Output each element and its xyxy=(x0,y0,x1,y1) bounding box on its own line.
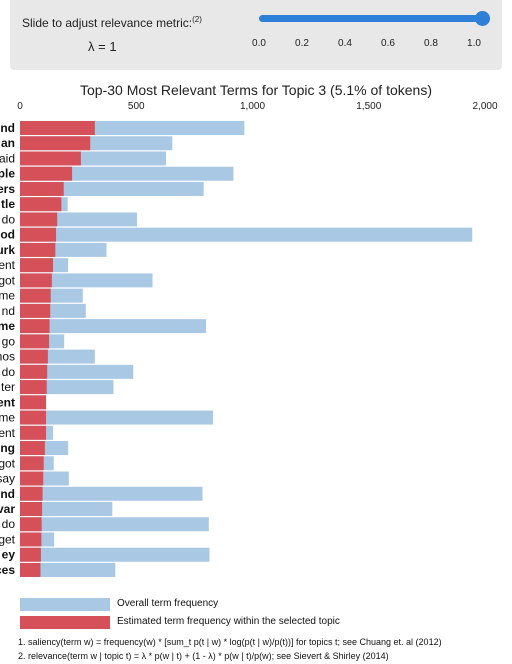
term-label: do xyxy=(2,212,16,226)
bar-topic-frequency xyxy=(20,502,43,516)
bar-topic-frequency xyxy=(20,212,58,227)
term-label: ng xyxy=(0,441,15,455)
bar-overall-frequency xyxy=(20,502,113,516)
footnote-saliency: 1. saliency(term w) = frequency(w) * [su… xyxy=(18,637,442,647)
bar-topic-frequency xyxy=(20,486,43,501)
slider-tick-label: 0.8 xyxy=(424,38,438,49)
bar-overall-frequency xyxy=(20,547,210,562)
bar-topic-frequency xyxy=(20,181,64,196)
term-label: ers xyxy=(0,182,15,196)
bar-topic-frequency xyxy=(20,166,73,181)
bar-topic-frequency xyxy=(20,288,51,303)
legend-label-topic: Estimated term frequency within the sele… xyxy=(117,616,340,627)
term-label: do xyxy=(2,365,16,379)
bar-overall-frequency xyxy=(20,319,206,334)
term-label: od xyxy=(0,228,15,242)
term-label: nd xyxy=(2,304,15,318)
bar-topic-frequency xyxy=(20,425,47,440)
term-label: me xyxy=(0,411,15,425)
term-label: nd xyxy=(0,121,15,135)
relevance-control-panel: Slide to adjust relevance metric:(2) λ =… xyxy=(10,0,502,70)
slider-tick-label: 0.6 xyxy=(381,38,395,49)
relevant-terms-bar-chart: 05001,0001,5002,000ndanaidpleerstledoodu… xyxy=(0,101,498,577)
lambda-slider-ticks: 0.0 0.2 0.4 0.6 0.8 1.0 xyxy=(10,38,502,54)
x-tick-label: 2,000 xyxy=(472,101,497,112)
x-tick-label: 1,000 xyxy=(240,101,265,112)
footnote-relevance: 2. relevance(term w | topic t) = λ * p(w… xyxy=(18,651,389,661)
bar-topic-frequency xyxy=(20,364,48,379)
bar-overall-frequency xyxy=(20,562,116,577)
lambda-slider-thumb[interactable] xyxy=(475,11,490,26)
x-tick-label: 1,500 xyxy=(356,101,381,112)
legend-label-overall: Overall term frequency xyxy=(117,598,219,609)
bar-topic-frequency xyxy=(20,517,42,532)
bar-topic-frequency xyxy=(20,136,91,151)
bar-overall-frequency xyxy=(20,517,209,532)
bar-topic-frequency xyxy=(20,380,47,395)
bar-topic-frequency xyxy=(20,303,51,318)
term-label: urk xyxy=(0,243,15,257)
term-label: get xyxy=(0,532,16,546)
term-label: ey xyxy=(2,548,16,562)
term-label: go xyxy=(2,334,16,348)
slider-label-footnote-ref: (2) xyxy=(192,15,202,24)
bar-topic-frequency xyxy=(20,532,42,547)
term-label: ent xyxy=(0,426,16,440)
bar-topic-frequency xyxy=(20,349,48,364)
bar-overall-frequency xyxy=(20,273,153,288)
term-label: tle xyxy=(1,197,15,211)
slider-tick-label: 1.0 xyxy=(467,38,481,49)
bar-topic-frequency xyxy=(20,273,52,288)
term-label: nd xyxy=(0,487,15,501)
x-tick-label: 0 xyxy=(17,101,23,112)
bar-topic-frequency xyxy=(20,197,62,212)
term-label: me xyxy=(0,319,15,333)
bar-overall-frequency xyxy=(20,410,213,425)
bar-overall-frequency xyxy=(20,181,204,196)
bar-topic-frequency xyxy=(20,410,47,425)
bar-topic-frequency xyxy=(20,151,81,166)
x-tick-label: 500 xyxy=(128,101,145,112)
legend-swatch-overall xyxy=(20,598,110,611)
bar-topic-frequency xyxy=(20,562,41,577)
slider-tick-label: 0.4 xyxy=(338,38,352,49)
chart-title: Top-30 Most Relevant Terms for Topic 3 (… xyxy=(80,82,432,98)
lambda-slider-track[interactable] xyxy=(259,15,481,22)
bar-overall-frequency xyxy=(20,166,234,181)
bar-topic-frequency xyxy=(20,242,56,257)
bar-topic-frequency xyxy=(20,227,57,242)
lambda-readout: λ = 1 xyxy=(88,39,117,54)
bar-topic-frequency xyxy=(20,319,50,334)
bar-overall-frequency xyxy=(20,227,473,242)
term-label: do xyxy=(2,517,16,531)
term-label: ent xyxy=(0,395,15,409)
legend-swatch-topic xyxy=(20,616,110,629)
bar-topic-frequency xyxy=(20,441,45,456)
term-label: say xyxy=(0,472,15,486)
bar-topic-frequency xyxy=(20,334,50,349)
term-label: got xyxy=(0,456,16,470)
bar-topic-frequency xyxy=(20,471,44,486)
term-label: an xyxy=(1,136,15,150)
term-label: me xyxy=(0,289,15,303)
bar-overall-frequency xyxy=(20,364,134,379)
term-label: ent xyxy=(0,258,16,272)
slider-tick-label: 0.2 xyxy=(295,38,309,49)
term-label: ter xyxy=(1,380,15,394)
term-label: nos xyxy=(0,350,15,364)
term-label: var xyxy=(0,502,15,516)
term-label: ces xyxy=(0,563,15,577)
bar-overall-frequency xyxy=(20,486,203,501)
term-label: ple xyxy=(0,167,15,181)
term-label: got xyxy=(0,273,16,287)
term-label: aid xyxy=(0,151,15,165)
slider-label: Slide to adjust relevance metric:(2) xyxy=(22,15,202,30)
bar-topic-frequency xyxy=(20,395,47,410)
bar-topic-frequency xyxy=(20,456,44,471)
bar-topic-frequency xyxy=(20,121,95,135)
slider-tick-label: 0.0 xyxy=(252,38,266,49)
bar-topic-frequency xyxy=(20,547,41,562)
bar-topic-frequency xyxy=(20,258,54,273)
